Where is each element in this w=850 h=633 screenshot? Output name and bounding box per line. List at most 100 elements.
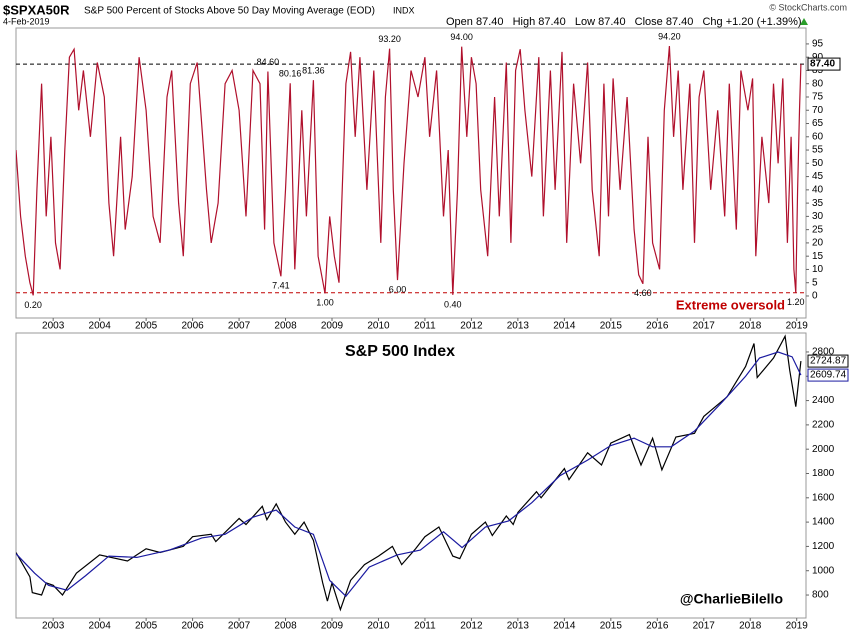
x-tick-label: 2004: [89, 321, 112, 332]
y-tick-label: 65: [812, 118, 824, 129]
x-tick-label: 2010: [367, 621, 390, 632]
y-tick-label: 75: [812, 92, 824, 103]
x-tick-label: 2005: [135, 621, 158, 632]
x-tick-label: 2012: [460, 321, 483, 332]
y-tick-label: 1000: [812, 565, 835, 576]
annotation: 0.40: [444, 299, 462, 309]
y-tick-label: 1800: [812, 468, 835, 479]
quote-open: Open 87.40: [446, 16, 504, 28]
x-tick-label: 2018: [739, 321, 762, 332]
y-tick-label: 40: [812, 184, 824, 195]
x-tick-label: 2013: [507, 621, 530, 632]
y-tick-label: 1200: [812, 541, 835, 552]
x-tick-label: 2005: [135, 321, 158, 332]
y-tick-label: 50: [812, 158, 824, 169]
x-tick-label: 2015: [600, 621, 623, 632]
x-tick-label: 2013: [507, 321, 530, 332]
x-tick-label: 2017: [693, 321, 716, 332]
y-tick-label: 5: [812, 277, 818, 288]
x-tick-label: 2003: [42, 621, 65, 632]
x-tick-label: 2008: [274, 621, 297, 632]
annotation: 94.20: [658, 31, 681, 41]
last-value-box: [807, 354, 849, 368]
y-tick-label: 2000: [812, 444, 835, 455]
quote-high: High 87.40: [513, 16, 566, 28]
x-tick-label: 2018: [739, 621, 762, 632]
y-tick-label: 60: [812, 131, 824, 142]
credit: @CharlieBilello: [680, 591, 783, 607]
y-tick-label: 35: [812, 198, 824, 209]
annotation: 94.00: [450, 32, 473, 42]
x-tick-label: 2016: [646, 621, 669, 632]
y-tick-label: 95: [812, 39, 824, 50]
annotation: 0.20: [24, 300, 42, 310]
symbol: $SPXA50R: [3, 2, 70, 17]
annotation: 4.60: [634, 288, 652, 298]
annotation: 81.36: [302, 65, 325, 75]
x-tick-label: 2017: [693, 621, 716, 632]
reference-box: [807, 57, 841, 71]
up-arrow: [800, 18, 808, 25]
x-tick-label: 2007: [228, 621, 251, 632]
x-tick-label: 2009: [321, 621, 344, 632]
x-tick-label: 2011: [414, 321, 436, 332]
annotation: 7.41: [272, 281, 290, 291]
x-tick-label: 2004: [89, 621, 112, 632]
x-tick-label: 2012: [460, 621, 483, 632]
x-tick-label: 2007: [228, 321, 251, 332]
plot-area: [16, 45, 806, 296]
y-tick-label: 90: [812, 52, 824, 63]
x-tick-label: 2008: [274, 321, 297, 332]
y-tick-label: 2800: [812, 347, 835, 358]
x-tick-label: 2006: [181, 321, 204, 332]
y-tick-label: 10: [812, 264, 824, 275]
x-tick-label: 2009: [321, 321, 344, 332]
x-tick-label: 2014: [553, 621, 576, 632]
quote: Open 87.40 High 87.40 Low 87.40 Close 87…: [446, 16, 802, 28]
last-value-label: 2724.87: [810, 356, 847, 367]
bottom-frame: [15, 332, 807, 619]
note: Extreme oversold: [676, 297, 785, 312]
annotation: 1.00: [316, 298, 334, 308]
last-value-label: 2609.74: [810, 370, 847, 381]
y-tick-label: 45: [812, 171, 824, 182]
y-tick-label: 2400: [812, 395, 835, 406]
exchange: INDX: [393, 5, 415, 15]
y-tick-label: 55: [812, 145, 824, 156]
date: 4-Feb-2019: [3, 16, 50, 26]
y-tick-label: 70: [812, 105, 824, 116]
quote-low: Low 87.40: [575, 16, 626, 28]
x-tick-label: 2015: [600, 321, 623, 332]
x-tick-label: 2010: [367, 321, 390, 332]
y-tick-label: 20: [812, 238, 824, 249]
source: © StockCharts.com: [769, 2, 847, 12]
x-tick-label: 2014: [553, 321, 576, 332]
y-tick-label: 1600: [812, 492, 835, 503]
x-tick-label: 2016: [646, 321, 669, 332]
x-tick-label: 2006: [181, 621, 204, 632]
y-tick-label: 25: [812, 224, 824, 235]
x-tick-label: 2011: [414, 621, 436, 632]
y-tick-label: 15: [812, 251, 824, 262]
y-tick-label: 30: [812, 211, 824, 222]
annotation: 80.16: [279, 69, 302, 79]
annotation: 6.00: [389, 284, 407, 294]
plot-area: [16, 334, 802, 612]
y-tick-label: 0: [812, 291, 818, 302]
series-line: [16, 351, 802, 598]
y-tick-label: 1400: [812, 517, 835, 528]
y-tick-label: 85: [812, 65, 824, 76]
series-line: [16, 45, 802, 296]
last-value-box: [807, 368, 849, 382]
annotation: 93.20: [378, 34, 401, 44]
x-tick-label: 2019: [786, 321, 809, 332]
reference-label: 87.40: [810, 59, 835, 70]
annotation: 84.60: [257, 57, 280, 67]
y-tick-label: 80: [812, 78, 824, 89]
chart-title: S&P 500 Index: [345, 343, 455, 360]
quote-change: Chg +1.20 (+1.39%): [702, 16, 801, 28]
x-tick-label: 2019: [786, 621, 809, 632]
y-tick-label: 800: [812, 590, 829, 601]
description: S&P 500 Percent of Stocks Above 50 Day M…: [84, 6, 375, 17]
